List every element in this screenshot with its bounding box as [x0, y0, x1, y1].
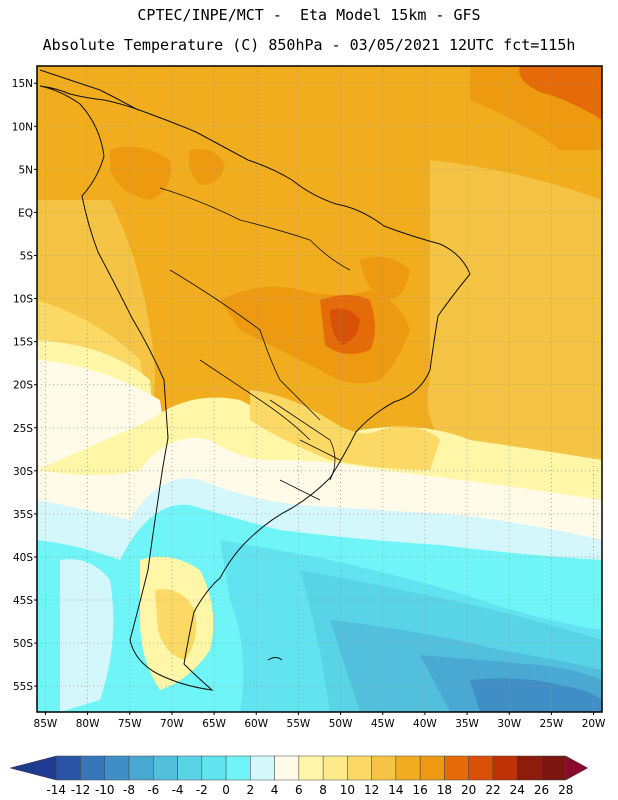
colorbar-swatch [541, 755, 566, 781]
lat-label: 30S [13, 466, 33, 478]
lat-label: 15S [13, 337, 33, 349]
colorbar-label: 6 [295, 783, 303, 797]
colorbar-swatch [153, 755, 178, 781]
colorbar-swatch [492, 755, 518, 781]
lon-label: 25W [540, 718, 564, 730]
colorbar-swatch [250, 755, 275, 781]
map-frame [36, 65, 603, 713]
lat-label: 35S [13, 509, 33, 521]
lon-label: 20W [582, 718, 606, 730]
colorbar-swatch [177, 755, 203, 781]
colorbar-label: 14 [388, 783, 403, 797]
colorbar-label: 22 [485, 783, 500, 797]
lat-label: 15N [12, 78, 33, 90]
colorbar-label: 0 [222, 783, 230, 797]
colorbar-label: 2 [247, 783, 255, 797]
colorbar-swatch [80, 755, 106, 781]
colorbar-swatch [225, 755, 251, 781]
lon-label: 35W [455, 718, 479, 730]
colorbar-swatch [347, 755, 372, 781]
colorbar-swatch [565, 755, 589, 781]
lat-label: 25S [13, 423, 33, 435]
longitude-labels: 85W 80W 75W 70W 65W 60W 55W 50W 45W 40W 35W 30W 25W 2… [34, 712, 606, 730]
lat-label: 55S [13, 681, 33, 693]
colorbar-label: 20 [461, 783, 476, 797]
colorbar-label: -10 [95, 783, 115, 797]
lon-label: 75W [118, 718, 142, 730]
colorbar-swatch [371, 755, 397, 781]
colorbar-label: -2 [196, 783, 208, 797]
lat-label: 20S [13, 380, 33, 392]
colorbar-swatch [201, 755, 227, 781]
colorbar-swatch [444, 755, 469, 781]
colorbar-swatch [468, 755, 494, 781]
lat-label: 5N [18, 164, 33, 176]
colorbar-label: 12 [364, 783, 379, 797]
lat-label: EQ [18, 207, 33, 219]
lon-label: 70W [160, 718, 184, 730]
colorbar-label: 18 [437, 783, 452, 797]
colorbar-swatch [274, 755, 300, 781]
lat-label: 45S [13, 595, 33, 607]
temperature-field [37, 66, 602, 712]
colorbar-swatch [9, 755, 57, 781]
colorbar-label: 10 [340, 783, 355, 797]
lat-label: 40S [13, 552, 33, 564]
colorbar-label: 16 [413, 783, 428, 797]
colorbar-swatch [128, 755, 154, 781]
lat-label: 10N [12, 121, 33, 133]
colorbar [9, 755, 589, 781]
colorbar-label: -8 [123, 783, 135, 797]
lat-label: 10S [13, 294, 33, 306]
map-title: CPTEC/INPE/MCT - Eta Model 15km - GFS [137, 6, 481, 24]
lon-label: 80W [76, 718, 100, 730]
colorbar-swatch [298, 755, 324, 781]
colorbar-label: 26 [534, 783, 549, 797]
colorbar-swatch [56, 755, 81, 781]
colorbar-label: -6 [147, 783, 159, 797]
map-subtitle: Absolute Temperature (C) 850hPa - 03/05/… [42, 36, 576, 54]
lon-label: 30W [497, 718, 521, 730]
latitude-labels: 15N 10N 5N EQ 5S 10S 15S 20S 25S 30S 35S 40S 45S 50S 5… [12, 78, 37, 693]
lon-label: 40W [413, 718, 437, 730]
colorbar-label: -4 [172, 783, 184, 797]
colorbar-swatch [419, 755, 445, 781]
colorbar-label: 8 [319, 783, 327, 797]
colorbar-swatch [516, 755, 542, 781]
colorbar-swatch [395, 755, 421, 781]
colorbar-labels: -14 -12 -10 -8 -6 -4 -2 0 2 4 6 8 10 12 14 16 18 20 22 24 26… [46, 783, 573, 797]
lon-label: 65W [202, 718, 226, 730]
colorbar-label: 28 [558, 783, 573, 797]
colorbar-label: 24 [510, 783, 525, 797]
lon-label: 50W [329, 718, 353, 730]
lat-label: 50S [13, 638, 33, 650]
lon-label: 85W [34, 718, 58, 730]
lon-label: 60W [244, 718, 268, 730]
lon-label: 55W [287, 718, 311, 730]
lon-label: 45W [371, 718, 395, 730]
colorbar-label: -14 [46, 783, 66, 797]
colorbar-label: -12 [71, 783, 91, 797]
coastlines [39, 69, 471, 691]
colorbar-swatch [104, 755, 130, 781]
colorbar-swatch [322, 755, 348, 781]
lat-label: 5S [20, 250, 34, 262]
colorbar-label: 4 [271, 783, 279, 797]
country-borders [159, 187, 351, 501]
